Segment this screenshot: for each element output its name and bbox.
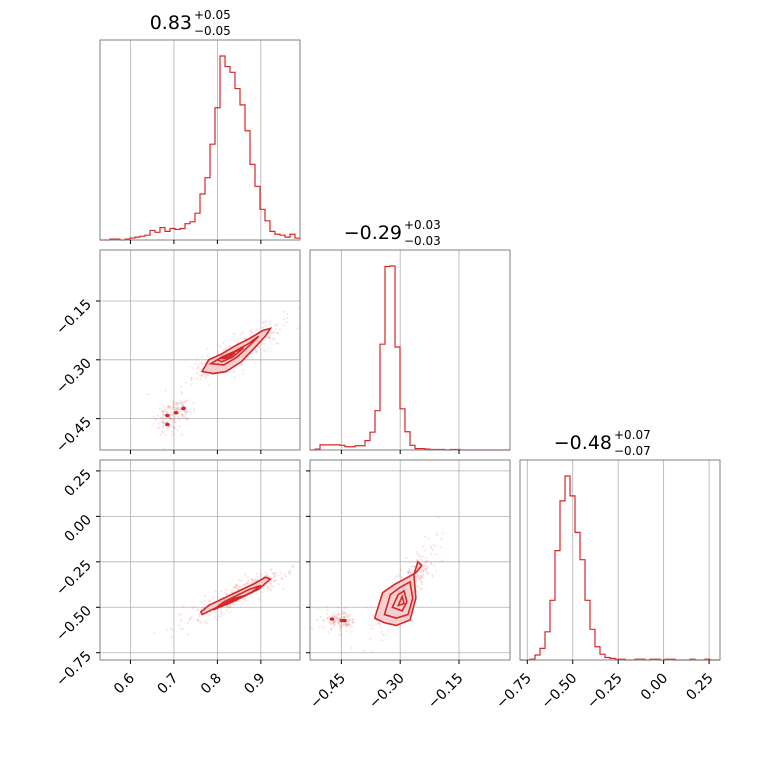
y-tick-label: −0.25 — [53, 557, 95, 599]
title-value: −0.48 — [554, 432, 612, 454]
y-tick-label: 0.25 — [61, 466, 94, 499]
title-upper-error: +0.05 — [194, 8, 231, 22]
panel-frame — [309, 459, 511, 661]
title-upper-error: +0.03 — [404, 218, 441, 232]
histogram-series-line — [100, 55, 300, 241]
y-tick-label: −0.15 — [53, 296, 95, 338]
density-blob — [164, 413, 170, 418]
panel-frame — [519, 459, 721, 661]
y-tick-label: −0.50 — [53, 603, 95, 645]
contour-level-2 — [391, 589, 408, 612]
x-tick-label: 0.00 — [638, 670, 671, 703]
density-blob — [181, 406, 186, 411]
contour-level-3 — [396, 593, 406, 607]
panel-frame — [99, 39, 301, 241]
x-tick-label: 0.7 — [154, 670, 181, 697]
density-blob — [173, 410, 179, 415]
panel-background — [100, 250, 300, 450]
title-upper-error: +0.07 — [614, 428, 651, 442]
contour-level-2 — [215, 347, 244, 363]
panel-background — [310, 460, 510, 660]
histogram-panel-0 — [99, 39, 301, 241]
param-title-0: 0.83 +0.05 −0.05 — [150, 8, 231, 38]
density-panel-0-2 — [99, 459, 301, 661]
y-tick-label: −0.45 — [53, 414, 95, 456]
title-lower-error: −0.03 — [404, 234, 441, 248]
panel-frame — [99, 459, 301, 661]
y-tick-label: −0.75 — [53, 648, 95, 690]
x-tick-label: 0.6 — [111, 670, 138, 697]
x-tick-label: 0.25 — [683, 670, 716, 703]
contour-level-1 — [383, 580, 414, 620]
title-lower-error: −0.05 — [194, 24, 231, 38]
x-tick-label: 0.8 — [198, 670, 225, 697]
title-lower-error: −0.07 — [614, 444, 651, 458]
x-tick-label: −0.15 — [425, 670, 467, 712]
contour-level-3 — [225, 598, 239, 606]
panel-background — [310, 250, 510, 450]
panel-frame — [309, 249, 511, 451]
y-tick-label: −0.30 — [53, 355, 95, 397]
param-title-2: −0.48 +0.07 −0.07 — [554, 428, 651, 458]
histogram-panel-1 — [309, 249, 511, 451]
panel-background — [520, 460, 720, 660]
histogram-panel-2 — [519, 459, 721, 661]
title-value: 0.83 — [150, 12, 192, 34]
panel-background — [100, 460, 300, 660]
x-tick-label: 0.9 — [241, 670, 268, 697]
x-tick-label: −0.30 — [366, 670, 408, 712]
density-blob — [164, 422, 170, 427]
param-title-1: −0.29 +0.03 −0.03 — [344, 218, 441, 248]
title-value: −0.29 — [344, 222, 402, 244]
x-tick-label: −0.25 — [584, 670, 626, 712]
panel-frame — [99, 249, 301, 451]
contour-level-3 — [221, 352, 236, 360]
x-tick-label: −0.75 — [493, 670, 535, 712]
x-tick-label: −0.50 — [539, 670, 581, 712]
density-blob — [329, 617, 335, 621]
density-panel-0-1 — [99, 249, 301, 451]
x-tick-label: −0.45 — [307, 670, 349, 712]
y-tick-label: 0.00 — [61, 512, 94, 545]
density-panel-1-2 — [309, 459, 511, 661]
density-blob — [342, 618, 347, 623]
